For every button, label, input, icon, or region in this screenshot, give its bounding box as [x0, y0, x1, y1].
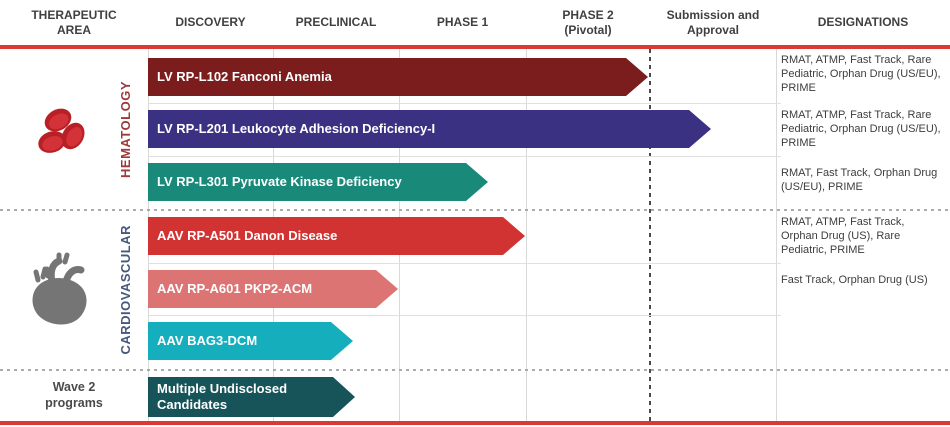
section-label-hematology: HEMATOLOGY [117, 80, 133, 178]
header-phase-1: PHASE 1 [436, 15, 489, 30]
heart-icon [32, 252, 87, 325]
designations-rp-l301: RMAT, Fast Track, Orphan Drug (US/EU), P… [781, 167, 938, 194]
program-bar-rp-a501: AAV RP-A501 Danon Disease [148, 217, 525, 255]
section-label-wave2: Wave 2 programs [45, 379, 103, 410]
program-bar-rp-a601: AAV RP-A601 PKP2-ACM [148, 270, 398, 308]
header-submission-approval: Submission and Approval [666, 8, 760, 37]
program-bar-rp-l102: LV RP-L102 Fanconi Anemia [148, 58, 648, 96]
program-bar-rp-l201: LV RP-L201 Leukocyte Adhesion Deficiency… [148, 110, 711, 148]
header-designations: DESIGNATIONS [817, 15, 909, 30]
header-discovery: DISCOVERY [175, 15, 246, 30]
designations-rp-l102: RMAT, ATMP, Fast Track, Rare Pediatric, … [781, 54, 941, 95]
designations-rp-a501: RMAT, ATMP, Fast Track, Orphan Drug (US)… [781, 216, 905, 257]
gridline-phase2-start [526, 49, 527, 421]
row-separator [148, 263, 781, 264]
row-separator [148, 103, 781, 104]
row-separator [148, 315, 781, 316]
program-bar-bag3-dcm: AAV BAG3-DCM [148, 322, 353, 360]
header-therapeutic-area: THERAPEUTIC AREA [31, 8, 117, 37]
section-separator-hematology-cardio [0, 209, 950, 211]
header-preclinical: PRECLINICAL [295, 15, 377, 30]
top-rule [0, 45, 950, 49]
section-separator-cardio-wave2 [0, 369, 950, 371]
blood-cells-icon [38, 108, 85, 153]
row-separator [148, 156, 781, 157]
header-phase-2: PHASE 2 (Pivotal) [562, 8, 614, 37]
program-bar-rp-l301: LV RP-L301 Pyruvate Kinase Deficiency [148, 163, 488, 201]
bottom-rule [0, 421, 950, 425]
program-bar-wave2-candidates: Multiple Undisclosed Candidates [148, 377, 355, 417]
submission-dashed-divider [649, 49, 651, 421]
section-label-cardiovascular: CARDIOVASCULAR [117, 224, 133, 355]
designations-rp-a601: Fast Track, Orphan Drug (US) [781, 274, 928, 286]
gridline-designations-start [776, 49, 777, 421]
designations-rp-l201: RMAT, ATMP, Fast Track, Rare Pediatric, … [781, 109, 941, 150]
